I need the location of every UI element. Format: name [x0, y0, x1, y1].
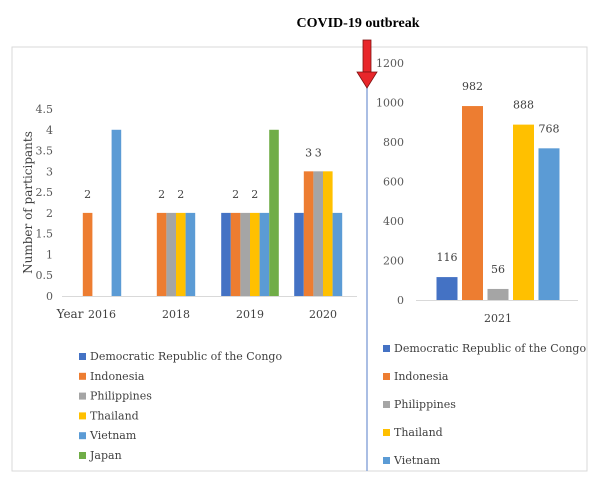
bar-japan-2019 — [269, 129, 279, 296]
bar-vietnam-2016 — [111, 129, 122, 296]
y-tick-label: 2 — [46, 207, 53, 220]
y-tick-label: 1200 — [376, 57, 404, 70]
legend-swatch — [79, 392, 86, 400]
data-label: 768 — [539, 122, 560, 135]
y-tick-label: 0 — [46, 290, 53, 303]
legend-label: Democratic Republic of the Congo — [394, 342, 586, 355]
left-chart: 0 0.5 1 1.5 2 2.5 3 3.5 4 4.5 Number of participan… — [21, 103, 357, 321]
legend-swatch — [79, 452, 86, 459]
y-tick-label: 1.5 — [36, 228, 54, 241]
legend-swatch — [79, 372, 86, 380]
bar-vietnam-2021 — [538, 148, 560, 300]
legend-label: Vietnam — [393, 454, 441, 467]
x-category-label: 2021 — [484, 312, 512, 325]
legend-swatch — [383, 429, 390, 436]
outbreak-arrow-icon — [356, 39, 378, 89]
x-category-label: 2019 — [236, 308, 264, 321]
bar-indonesia-2018 — [156, 212, 167, 296]
bar-philippines-2018 — [166, 212, 176, 296]
data-label: 2 — [251, 188, 258, 201]
bar-thailand-2019 — [250, 212, 260, 296]
bar-vietnam-2018 — [185, 212, 196, 296]
legend-label: Japan — [89, 449, 122, 462]
legend-swatch — [383, 401, 390, 408]
y-tick-label: 0 — [397, 294, 404, 307]
bar-philippines-2019 — [240, 212, 250, 296]
legend-label: Thailand — [90, 409, 139, 422]
data-label: 3 — [315, 146, 322, 159]
bar-indonesia-2019 — [230, 212, 241, 296]
bar-indonesia-2020 — [303, 171, 314, 296]
x-category-label: 2016 — [88, 308, 116, 321]
bar-indonesia-2021 — [462, 106, 483, 301]
legend-swatch — [383, 457, 390, 464]
bar-vietnam-2020 — [332, 212, 343, 296]
bar-democratic-republic-of-the-congo-2021 — [436, 277, 458, 300]
y-tick-label: 4.5 — [36, 103, 54, 116]
data-label: 2 — [84, 188, 91, 201]
data-label: 2 — [177, 188, 184, 201]
bar-democratic-republic-of-the-congo-2020 — [294, 212, 304, 296]
bar-indonesia-2016 — [82, 212, 93, 296]
legend-swatch — [79, 412, 86, 420]
data-label: 56 — [491, 263, 505, 276]
legend-label: Philippines — [90, 390, 152, 403]
bar-thailand-2018 — [176, 212, 186, 296]
y-tick-label: 1000 — [376, 97, 404, 110]
bar-philippines-2020 — [313, 171, 323, 296]
data-label: 982 — [462, 80, 483, 93]
y-tick-label: 3 — [46, 165, 53, 178]
x-axis-title: Year — [56, 307, 84, 321]
data-label: 116 — [437, 251, 458, 264]
y-tick-label: 800 — [383, 136, 404, 149]
data-label: 2 — [158, 188, 165, 201]
bar-philippines-2021 — [487, 288, 509, 300]
bar-thailand-2020 — [323, 171, 333, 296]
legend-swatch — [79, 353, 86, 360]
y-tick-label: 400 — [383, 215, 404, 228]
y-tick-label: 1 — [46, 248, 53, 261]
x-category-label: 2018 — [162, 308, 190, 321]
outbreak-title: COVID-19 outbreak — [296, 16, 419, 31]
legend-swatch — [383, 373, 390, 380]
data-label: 3 — [305, 146, 312, 159]
legend-label: Thailand — [394, 426, 443, 439]
legend-label: Philippines — [394, 398, 456, 411]
y-axis-title: Number of participants — [21, 131, 35, 274]
x-category-label: 2020 — [309, 308, 337, 321]
right-legend: Democratic Republic of the Congo Indonesi… — [383, 342, 586, 467]
right-chart: 0 200 400 600 800 1000 1200 2021 116 982 56 888 768 — [376, 57, 578, 325]
y-tick-label: 600 — [383, 176, 404, 189]
bar-vietnam-2019 — [259, 212, 270, 296]
legend-swatch — [383, 345, 390, 352]
legend-swatch — [79, 432, 86, 440]
data-label: 2 — [232, 188, 239, 201]
legend-label: Vietnam — [89, 429, 137, 442]
data-label: 888 — [513, 99, 534, 112]
left-legend: Democratic Republic of the Congo Indonesi… — [79, 350, 282, 462]
y-tick-label: 0.5 — [36, 269, 54, 282]
y-tick-label: 3.5 — [36, 145, 54, 158]
legend-label: Democratic Republic of the Congo — [90, 350, 282, 363]
y-tick-label: 2.5 — [36, 186, 54, 199]
bar-democratic-republic-of-the-congo-2019 — [221, 212, 231, 296]
y-tick-label: 200 — [383, 255, 404, 268]
bar-thailand-2021 — [513, 124, 534, 301]
legend-label: Indonesia — [394, 370, 449, 383]
legend-label: Indonesia — [90, 370, 145, 383]
y-tick-label: 4 — [46, 124, 53, 137]
